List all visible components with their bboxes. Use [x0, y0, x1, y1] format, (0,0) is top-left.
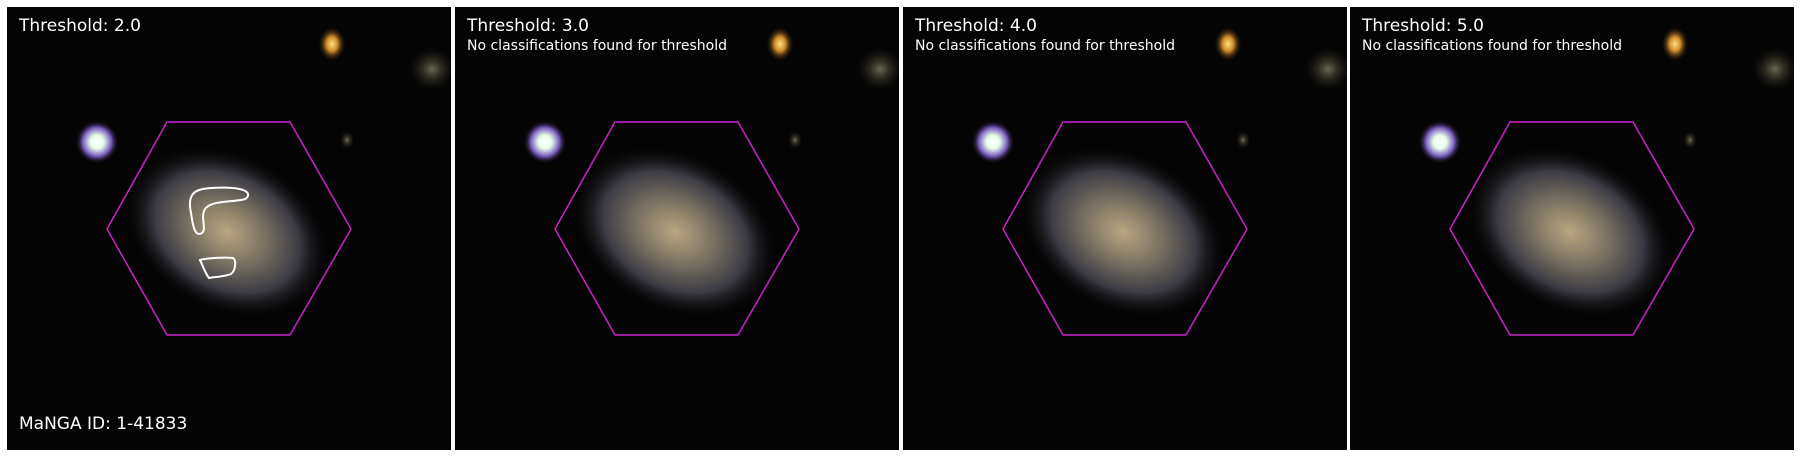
- star-faint: [1235, 130, 1251, 150]
- star-faint: [339, 130, 355, 150]
- classification-contour: [188, 186, 249, 235]
- threshold-label: Threshold: 4.0: [915, 16, 1037, 36]
- threshold-label: Threshold: 3.0: [467, 16, 589, 36]
- star-orange: [318, 26, 346, 62]
- ifu-hexagon: [106, 121, 352, 336]
- threshold-label: Threshold: 2.0: [19, 16, 141, 36]
- classification-contour: [198, 256, 237, 280]
- galaxy-glow: [1018, 144, 1228, 320]
- image-panel-threshold-2: Threshold: 2.0 MaNGA ID: 1-41833: [7, 7, 451, 450]
- star-orange: [1661, 26, 1689, 62]
- no-classifications-note: No classifications found for threshold: [1362, 38, 1622, 54]
- star-faint: [1682, 130, 1698, 150]
- no-classifications-note: No classifications found for threshold: [915, 38, 1175, 54]
- image-panel-threshold-5: Threshold: 5.0 No classifications found …: [1350, 7, 1794, 450]
- star-bright: [75, 120, 119, 164]
- star-fuzzy: [406, 45, 451, 93]
- star-bright: [523, 120, 567, 164]
- image-panel-threshold-3: Threshold: 3.0 No classifications found …: [455, 7, 899, 450]
- galaxy-glow: [570, 144, 780, 320]
- no-classifications-note: No classifications found for threshold: [467, 38, 727, 54]
- star-fuzzy: [1302, 45, 1347, 93]
- ifu-hexagon: [1002, 121, 1248, 336]
- star-faint: [787, 130, 803, 150]
- galaxy-glow: [1465, 144, 1675, 320]
- star-fuzzy: [854, 45, 899, 93]
- galaxy-image: [1350, 7, 1794, 450]
- manga-id-label: MaNGA ID: 1-41833: [19, 414, 188, 434]
- ifu-hexagon: [554, 121, 800, 336]
- star-orange: [766, 26, 794, 62]
- ifu-hexagon: [1449, 121, 1695, 336]
- star-fuzzy: [1749, 45, 1794, 93]
- galaxy-image: [903, 7, 1347, 450]
- galaxy-image: [7, 7, 451, 450]
- star-bright: [971, 120, 1015, 164]
- galaxy-glow: [122, 144, 332, 320]
- star-bright: [1418, 120, 1462, 164]
- threshold-label: Threshold: 5.0: [1362, 16, 1484, 36]
- image-panel-threshold-4: Threshold: 4.0 No classifications found …: [903, 7, 1347, 450]
- star-orange: [1214, 26, 1242, 62]
- galaxy-image: [455, 7, 899, 450]
